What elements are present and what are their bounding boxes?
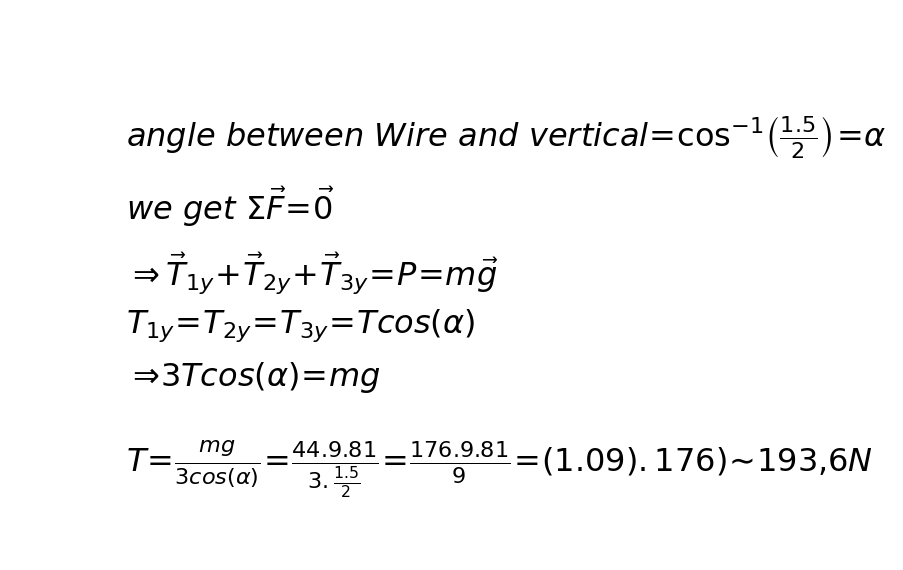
Text: $\mathit{we\ get}\ \Sigma\vec{F}\!=\!\vec{0}$: $\mathit{we\ get}\ \Sigma\vec{F}\!=\!\ve… [126, 185, 334, 229]
Text: $T_{1y}\!=\!T_{2y}\!=\!T_{3y}\!=\!T\mathit{cos}(\alpha)$: $T_{1y}\!=\!T_{2y}\!=\!T_{3y}\!=\!T\math… [126, 308, 474, 344]
Text: $\Rightarrow\vec{T}_{1y}\!+\!\vec{T}_{2y}\!+\!\vec{T}_{3y}\!=\!P\!=\!m\vec{g}$: $\Rightarrow\vec{T}_{1y}\!+\!\vec{T}_{2y… [126, 251, 498, 296]
Text: $\Rightarrow\!3T\mathit{cos}(\alpha)\!=\!mg$: $\Rightarrow\!3T\mathit{cos}(\alpha)\!=\… [126, 360, 380, 395]
Text: $T\!=\!\frac{mg}{3\mathit{cos}(\alpha)}\!=\!\frac{44.9.81}{3.\frac{1.5}{2}}\!=\!: $T\!=\!\frac{mg}{3\mathit{cos}(\alpha)}\… [126, 439, 871, 500]
Text: $\mathit{angle\ between\ Wire\ and\ vertical}\!=\!\cos^{-1}\!\left(\frac{1.5}{2}: $\mathit{angle\ between\ Wire\ and\ vert… [126, 115, 885, 161]
